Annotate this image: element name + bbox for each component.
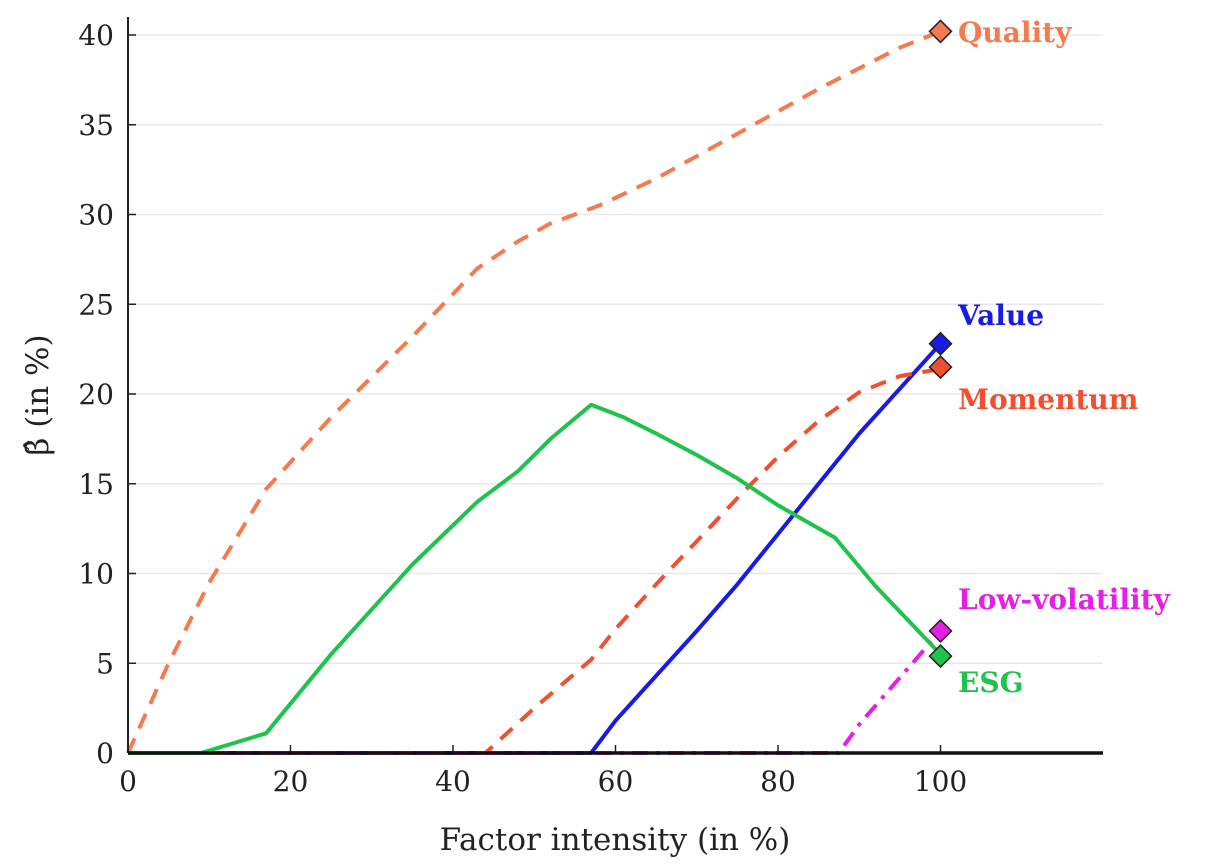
end-marker-momentum bbox=[928, 355, 953, 380]
label-low-volatility: Low-volatility bbox=[958, 583, 1171, 616]
end-marker-quality bbox=[928, 19, 953, 44]
series-line-value bbox=[128, 342, 942, 755]
label-value: Value bbox=[957, 299, 1044, 332]
x-tick-label-60: 60 bbox=[598, 765, 634, 798]
axes: 0 5 10 15 20 25 30 35 40 0 20 40 60 80 100 bbox=[78, 17, 1103, 798]
y-tick-label-30: 30 bbox=[78, 199, 114, 232]
series-labels: Quality Value Momentum Low-volatility ES… bbox=[957, 16, 1171, 699]
end-marker-esg bbox=[928, 644, 953, 669]
x-tick-label-40: 40 bbox=[435, 765, 471, 798]
series-line-esg bbox=[128, 402, 942, 755]
label-momentum: Momentum bbox=[958, 383, 1138, 416]
series-line-quality bbox=[126, 29, 942, 754]
end-marker-value bbox=[928, 331, 953, 356]
x-tick-label-20: 20 bbox=[273, 765, 309, 798]
y-tick-label-0: 0 bbox=[96, 737, 114, 770]
series-line-momentum bbox=[128, 366, 941, 755]
y-axis-title: β̂ (in %) bbox=[20, 334, 56, 455]
label-quality: Quality bbox=[958, 16, 1072, 49]
end-marker-low-volatility bbox=[928, 618, 953, 644]
series-line-low-volatility bbox=[128, 629, 943, 755]
series-lines bbox=[126, 29, 943, 755]
y-tick-label-35: 35 bbox=[78, 109, 114, 142]
y-tick-label-20: 20 bbox=[78, 378, 114, 411]
x-tick-label-0: 0 bbox=[119, 765, 137, 798]
y-tick-label-15: 15 bbox=[78, 468, 114, 501]
y-tick-label-40: 40 bbox=[78, 19, 114, 52]
y-tick-label-10: 10 bbox=[78, 558, 114, 591]
gridlines bbox=[128, 34, 1103, 664]
x-tick-label-80: 80 bbox=[760, 765, 796, 798]
label-esg: ESG bbox=[958, 666, 1023, 699]
y-tick-label-25: 25 bbox=[78, 288, 114, 321]
x-tick-label-100: 100 bbox=[914, 765, 967, 798]
end-markers bbox=[928, 19, 953, 669]
x-axis-title: Factor intensity (in %) bbox=[440, 822, 791, 858]
y-tick-label-5: 5 bbox=[96, 647, 114, 680]
